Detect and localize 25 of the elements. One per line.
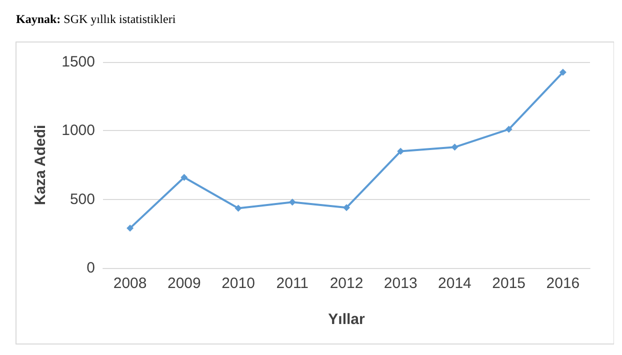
x-axis-title: Yıllar [328, 311, 366, 328]
y-tick-label: 0 [86, 260, 95, 276]
point [397, 148, 404, 155]
x-tick-label: 2011 [276, 275, 309, 292]
y-tick-label: 1500 [62, 54, 95, 70]
y-tick-label: 500 [70, 190, 95, 208]
point [343, 204, 350, 212]
x-tick-label: 2012 [330, 275, 364, 292]
x-tick-label: 2009 [167, 275, 201, 292]
x-tick-label: 2008 [113, 275, 147, 292]
y-tick-label: 1000 [62, 122, 95, 140]
x-tick-label: 2016 [546, 275, 580, 292]
point [451, 144, 458, 151]
text: Kaynak: SGK yıllık istatistikleri [16, 12, 176, 26]
x-tick-label: 2015 [492, 275, 526, 292]
y-axis-title: Kaza Adedi [32, 124, 49, 206]
point [180, 174, 188, 181]
x-tick-label: 2010 [222, 275, 255, 292]
point [234, 204, 242, 212]
x-tick-label: 2014 [438, 275, 472, 292]
x-tick-label: 2013 [384, 275, 418, 292]
point [505, 126, 512, 133]
point [288, 198, 296, 206]
point [559, 68, 566, 76]
point [126, 224, 134, 232]
